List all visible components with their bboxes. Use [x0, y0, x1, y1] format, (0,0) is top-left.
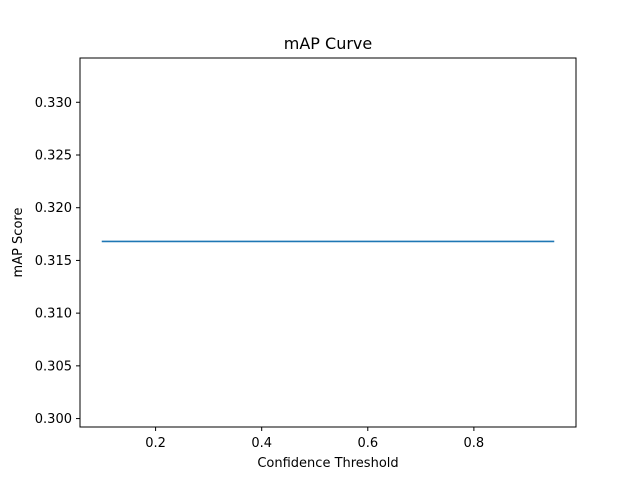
- x-tick-label: 0.4: [251, 436, 272, 451]
- y-axis-label: mAP Score: [11, 208, 26, 278]
- x-tick-label: 0.2: [145, 436, 166, 451]
- chart-title: mAP Curve: [284, 34, 372, 53]
- x-axis-label: Confidence Threshold: [257, 456, 398, 471]
- y-axis-ticks: 0.300 0.305 0.310 0.315 0.320 0.325 0.330: [35, 96, 80, 427]
- x-axis-ticks: 0.2 0.4 0.6 0.8: [145, 427, 484, 451]
- y-tick-label: 0.320: [35, 201, 72, 216]
- y-tick-label: 0.300: [35, 412, 72, 427]
- x-tick-label: 0.6: [357, 436, 378, 451]
- y-tick-label: 0.310: [35, 307, 72, 322]
- y-tick-label: 0.330: [35, 96, 72, 111]
- x-tick-label: 0.8: [464, 436, 485, 451]
- plot-frame: [79, 57, 577, 428]
- y-tick-label: 0.315: [35, 254, 72, 269]
- y-tick-label: 0.325: [35, 148, 72, 163]
- y-tick-label: 0.305: [35, 359, 72, 374]
